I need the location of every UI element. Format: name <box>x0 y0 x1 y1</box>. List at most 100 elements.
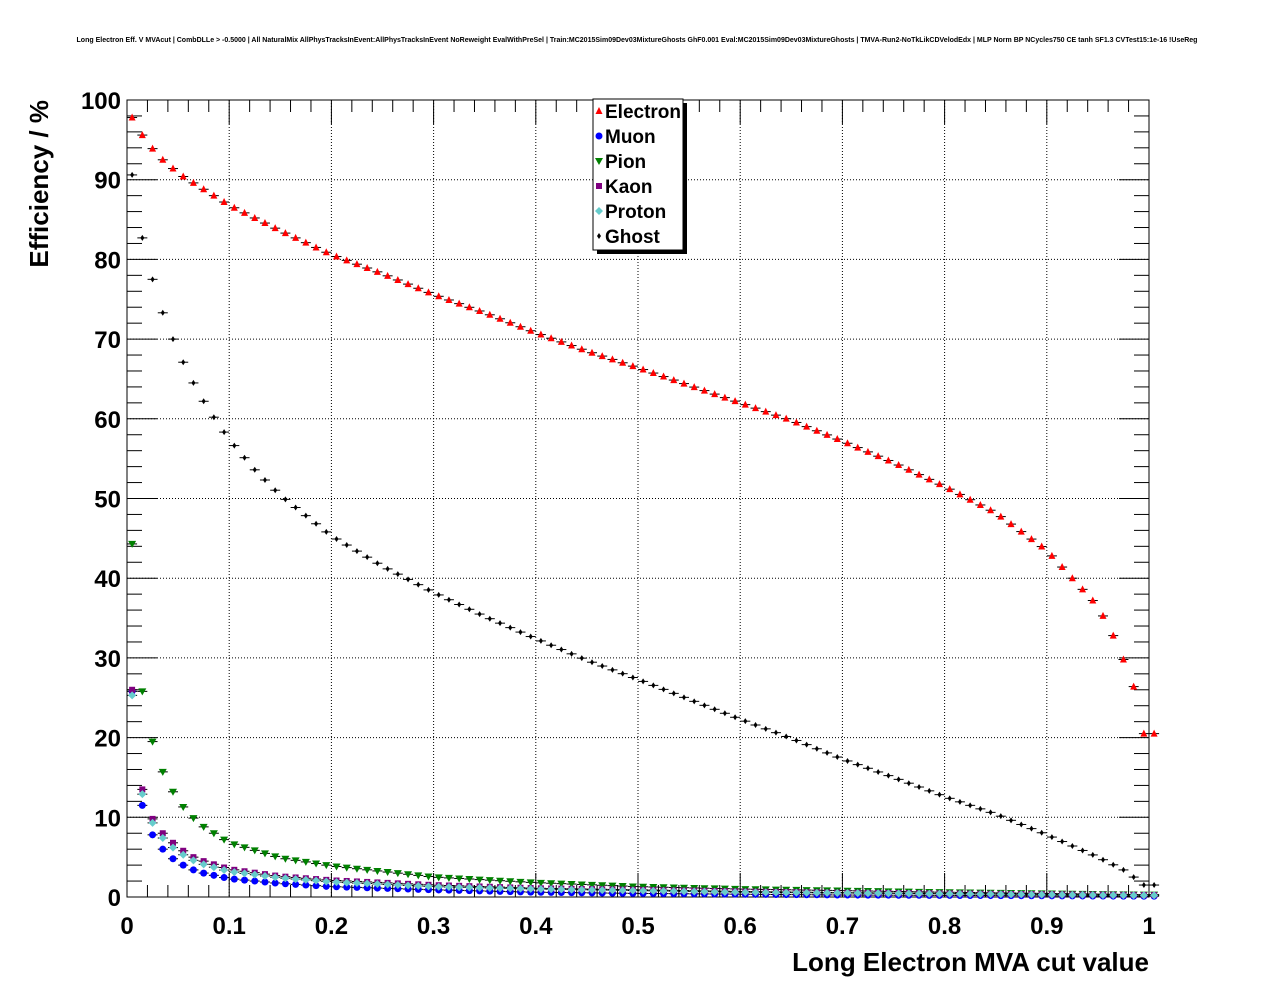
data-point <box>293 504 298 511</box>
data-point <box>1060 838 1065 845</box>
data-point <box>620 670 625 677</box>
data-point <box>312 882 320 890</box>
data-point <box>792 888 801 897</box>
data-point <box>301 858 310 866</box>
data-point <box>179 803 188 811</box>
series-ghost <box>127 171 1160 889</box>
data-point <box>720 887 729 896</box>
data-point <box>363 264 371 272</box>
data-point <box>465 876 474 884</box>
data-point <box>661 686 666 693</box>
data-point <box>516 322 524 330</box>
data-point <box>271 224 279 232</box>
data-point <box>302 238 310 246</box>
data-point <box>250 847 259 855</box>
data-point <box>874 889 883 898</box>
data-point <box>957 798 962 805</box>
data-point <box>527 326 535 334</box>
data-point <box>260 850 269 858</box>
data-point <box>547 334 555 342</box>
data-point <box>138 688 147 696</box>
data-point <box>128 691 137 700</box>
data-point <box>976 890 985 899</box>
data-point <box>567 881 576 889</box>
y-tick-label: 70 <box>94 327 121 354</box>
data-point <box>1068 890 1077 899</box>
data-point <box>281 880 289 888</box>
data-point <box>996 890 1005 899</box>
data-point <box>1130 682 1138 690</box>
data-point <box>455 875 464 883</box>
data-point <box>845 757 850 764</box>
data-point <box>444 882 453 891</box>
data-point <box>1058 563 1066 571</box>
data-point <box>1150 729 1158 737</box>
data-point <box>169 855 177 863</box>
data-point <box>322 862 331 870</box>
data-point <box>771 888 780 897</box>
data-point <box>577 885 586 894</box>
data-point <box>1038 542 1046 550</box>
data-point <box>385 565 390 572</box>
data-point <box>1131 874 1136 881</box>
data-point <box>598 886 607 895</box>
data-point <box>373 880 382 889</box>
data-point <box>181 359 186 366</box>
data-point <box>168 843 177 852</box>
data-point <box>608 882 617 890</box>
y-tick-label: 80 <box>94 247 121 274</box>
data-point <box>782 414 790 422</box>
data-point <box>639 365 647 373</box>
data-point <box>917 784 922 791</box>
data-point <box>670 376 678 384</box>
data-point <box>884 456 892 464</box>
y-tick-label: 90 <box>94 168 121 195</box>
data-point <box>240 869 249 878</box>
y-tick-label: 20 <box>94 726 121 753</box>
data-point <box>946 485 954 493</box>
data-point <box>189 856 198 865</box>
data-point <box>424 288 432 296</box>
data-point <box>199 823 208 831</box>
data-point <box>353 260 361 268</box>
data-point <box>557 880 566 888</box>
data-point <box>159 830 166 837</box>
x-tick-labels: 0 0.1 0.2 0.3 0.4 0.5 0.6 0.7 0.8 0.9 1 <box>120 913 1155 940</box>
data-point <box>557 885 566 894</box>
data-point <box>915 470 923 478</box>
data-point <box>149 144 157 152</box>
data-point <box>1099 611 1107 619</box>
chart-title: Long Electron Eff. V MVAcut | CombDLLe >… <box>77 37 1198 44</box>
data-point <box>465 883 474 892</box>
data-point <box>629 362 637 370</box>
data-point <box>373 267 381 275</box>
data-point <box>230 875 238 883</box>
data-point <box>578 345 586 353</box>
data-point <box>160 309 165 316</box>
series-proton <box>127 691 1160 900</box>
data-point <box>794 737 799 744</box>
y-axis-title: Efficiency / % <box>24 100 54 268</box>
data-point <box>426 586 431 593</box>
data-point <box>598 882 607 890</box>
data-point <box>690 383 698 391</box>
data-point <box>444 874 453 882</box>
data-point <box>741 400 749 408</box>
data-point <box>1111 861 1116 868</box>
data-point <box>628 886 637 895</box>
data-point <box>772 411 780 419</box>
data-point <box>608 886 617 895</box>
data-point <box>537 330 545 338</box>
data-point <box>281 229 289 237</box>
data-point <box>1048 551 1056 559</box>
y-tick-label: 60 <box>94 407 121 434</box>
data-point <box>577 881 586 889</box>
data-point <box>547 880 556 888</box>
data-point <box>976 500 984 508</box>
data-point <box>179 861 187 869</box>
data-point <box>925 889 934 898</box>
data-point <box>567 885 576 894</box>
data-point <box>679 887 688 896</box>
data-point <box>291 875 300 884</box>
